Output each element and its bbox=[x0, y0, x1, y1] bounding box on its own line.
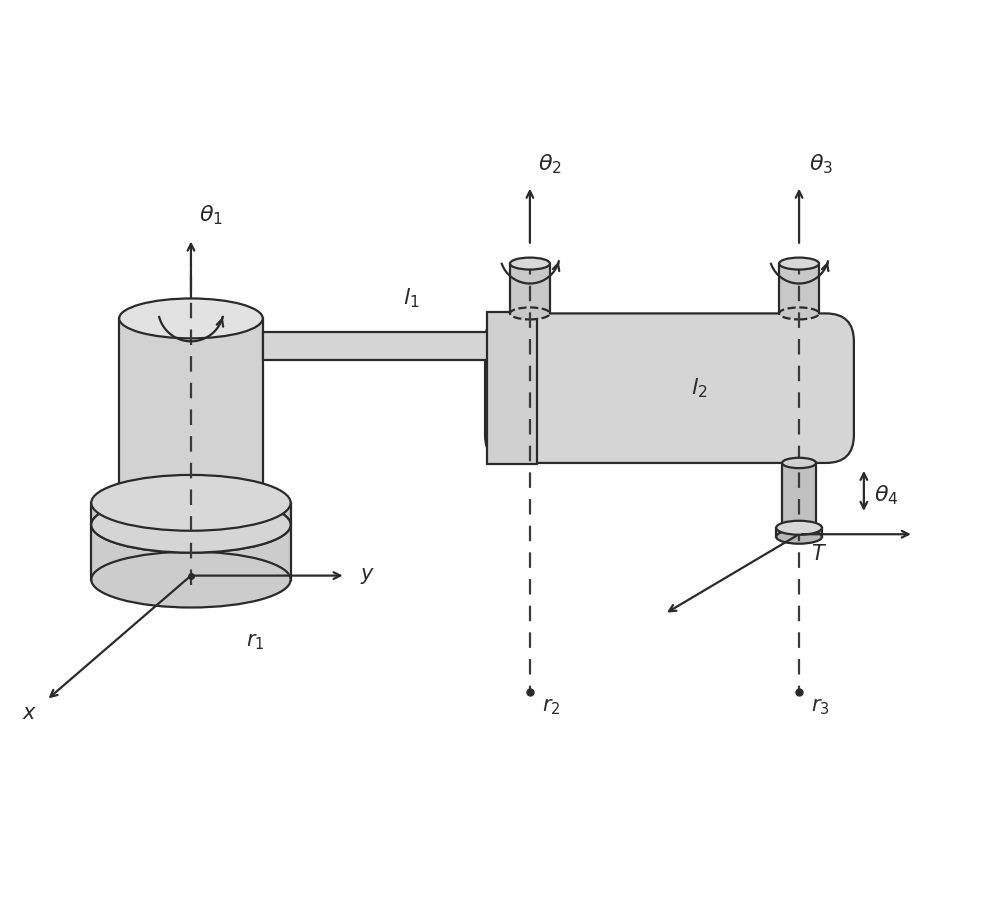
Text: $r_1$: $r_1$ bbox=[246, 632, 264, 653]
Text: $\theta_2$: $\theta_2$ bbox=[538, 153, 562, 176]
Text: $\theta_4$: $\theta_4$ bbox=[874, 483, 898, 507]
Text: $x$: $x$ bbox=[22, 703, 37, 723]
Ellipse shape bbox=[91, 551, 291, 608]
Ellipse shape bbox=[91, 475, 291, 531]
Polygon shape bbox=[782, 463, 816, 528]
Ellipse shape bbox=[91, 497, 291, 552]
Ellipse shape bbox=[779, 307, 819, 320]
Text: $r_2$: $r_2$ bbox=[542, 697, 560, 718]
Ellipse shape bbox=[510, 307, 550, 320]
Text: $l_1$: $l_1$ bbox=[403, 286, 420, 311]
Polygon shape bbox=[119, 319, 263, 518]
Text: $T$: $T$ bbox=[811, 544, 827, 564]
Text: $l_2$: $l_2$ bbox=[691, 376, 708, 400]
Polygon shape bbox=[91, 503, 291, 524]
Ellipse shape bbox=[119, 298, 263, 339]
Text: $\theta_1$: $\theta_1$ bbox=[199, 203, 223, 226]
Ellipse shape bbox=[779, 258, 819, 269]
Polygon shape bbox=[776, 528, 822, 537]
Polygon shape bbox=[91, 524, 291, 579]
Ellipse shape bbox=[119, 497, 263, 538]
Ellipse shape bbox=[776, 521, 822, 534]
Polygon shape bbox=[510, 264, 550, 313]
Polygon shape bbox=[263, 332, 520, 360]
Ellipse shape bbox=[776, 530, 822, 543]
Polygon shape bbox=[779, 264, 819, 313]
Text: $r_3$: $r_3$ bbox=[811, 697, 830, 718]
Text: $y$: $y$ bbox=[360, 566, 376, 585]
Ellipse shape bbox=[91, 497, 291, 552]
Text: $z$: $z$ bbox=[203, 507, 216, 528]
Polygon shape bbox=[487, 313, 537, 464]
Ellipse shape bbox=[510, 258, 550, 269]
Ellipse shape bbox=[782, 458, 816, 468]
Text: $\theta_3$: $\theta_3$ bbox=[809, 153, 833, 176]
FancyBboxPatch shape bbox=[485, 313, 854, 463]
